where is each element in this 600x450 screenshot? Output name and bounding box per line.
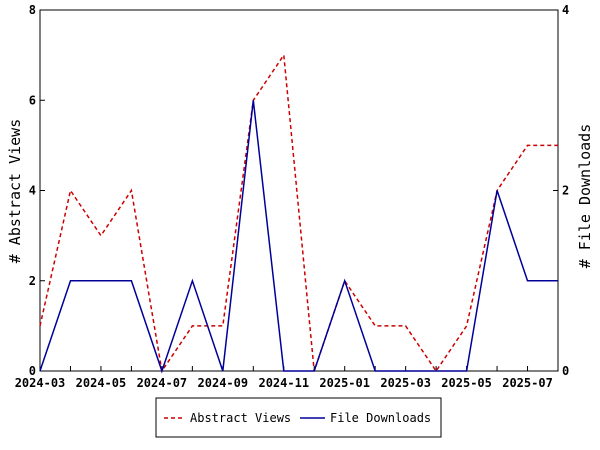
axes: 0 2 4 6 8 0 2 4 2024-03 2024-05 2024-07 2024-09 2024…: [15, 3, 570, 390]
x-tick-label: 2024-09: [198, 376, 249, 390]
legend-label-file-downloads: File Downloads: [330, 411, 431, 425]
plot-frame: [39, 9, 559, 372]
legend-box: [155, 397, 442, 438]
legend-label-abstract-views: Abstract Views: [190, 411, 291, 425]
y2-tick-label: 2: [562, 184, 569, 198]
legend: Abstract Views File Downloads: [155, 397, 442, 438]
y-tick-label: 4: [29, 184, 36, 198]
y2-tick-label: 4: [562, 3, 569, 17]
series-group: [39, 52, 558, 374]
y2-tick-label: 0: [562, 364, 569, 378]
x-tick-label: 2024-11: [258, 376, 309, 390]
x-tick-label: 2025-01: [319, 376, 370, 390]
y-tick-label: 6: [29, 93, 36, 107]
series-line-abstract-views: [39, 52, 558, 373]
series-line-file-downloads: [39, 100, 558, 374]
x-tick-label: 2024-07: [137, 376, 188, 390]
x-tick-label: 2025-03: [380, 376, 431, 390]
y-tick-label: 2: [29, 274, 36, 288]
x-tick-label: 2025-05: [441, 376, 492, 390]
y2-axis-title: # File Downloads: [576, 124, 594, 269]
x-tick-label: 2024-05: [76, 376, 127, 390]
x-tick-label: 2024-03: [15, 376, 66, 390]
y-tick-label: 0: [29, 364, 36, 378]
y-axis-title: # Abstract Views: [6, 119, 24, 264]
x-tick-label: 2025-07: [502, 376, 553, 390]
y-tick-label: 8: [29, 3, 36, 17]
